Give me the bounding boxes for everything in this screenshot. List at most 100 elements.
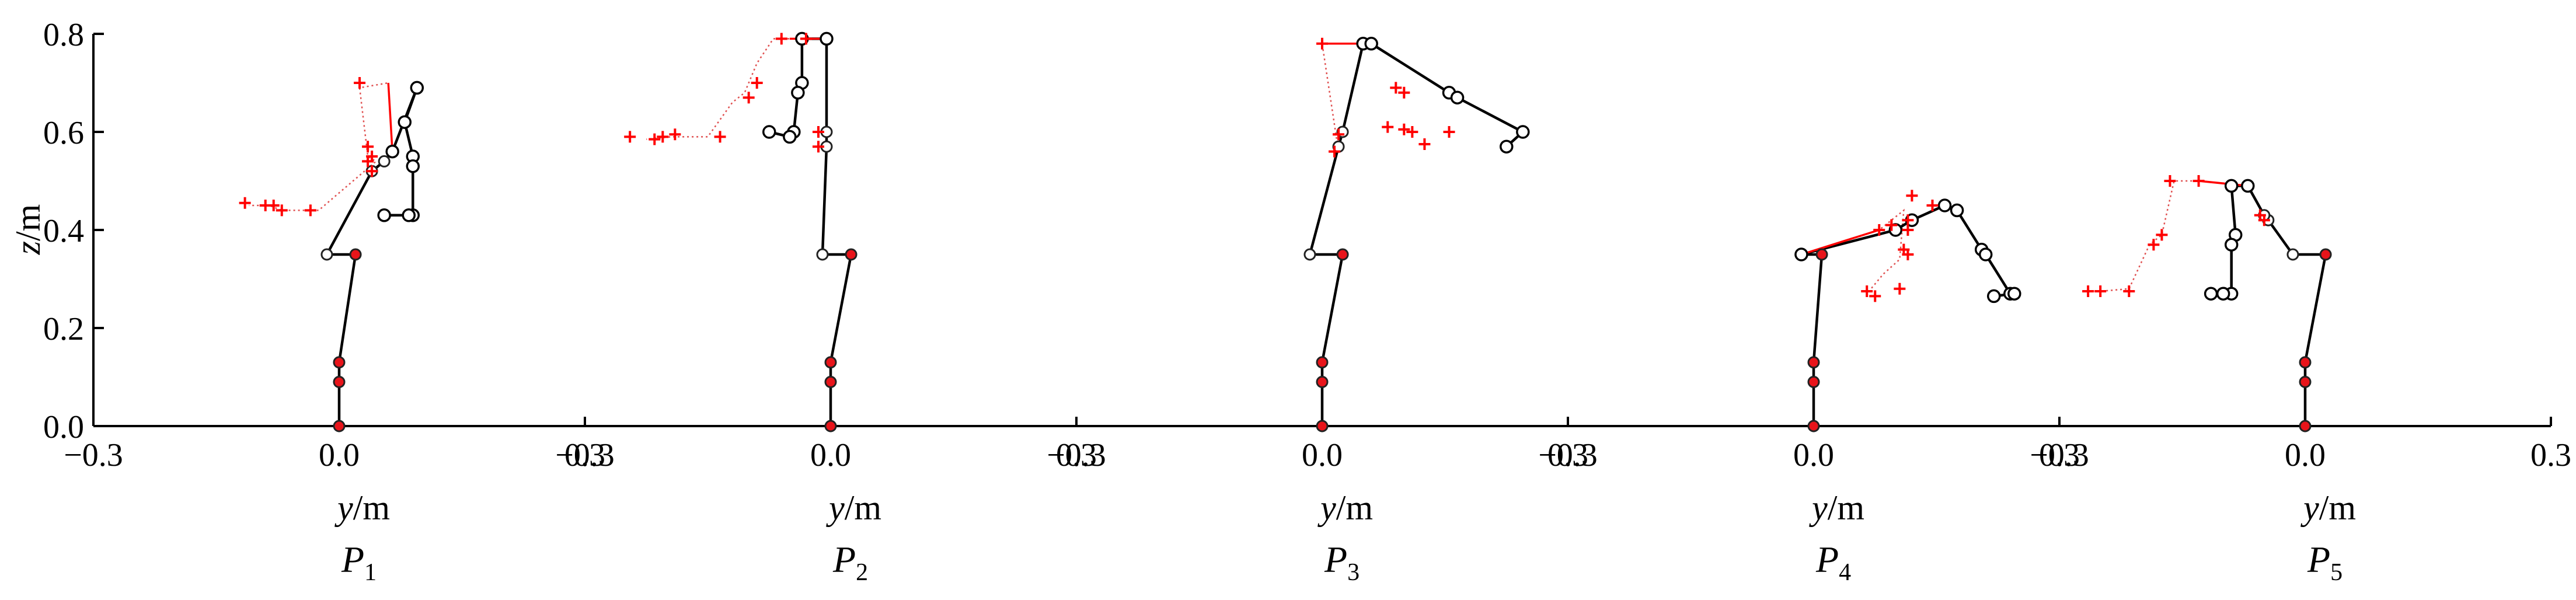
skeleton-joint (2299, 356, 2312, 369)
x-tick-label: 0.3 (2530, 437, 2571, 473)
x-axis-label-var: y (1808, 489, 1828, 527)
measured-marker (2156, 229, 2168, 241)
model-joint (1500, 139, 1514, 154)
skeleton-joint (1316, 356, 1329, 369)
panel-2: −0.3 0.0 0.3 y/m P2 (555, 32, 1097, 586)
skeleton-joint (1807, 375, 1820, 388)
y-axis-label-unit: /m (9, 204, 47, 241)
y-ticks: 0.0 0.2 0.4 0.6 0.8 (43, 17, 104, 445)
measured-marker (751, 77, 763, 89)
panel-label: P1 (341, 539, 377, 586)
measured-marker (2148, 239, 2160, 251)
panel-5: −0.3 0.0 0.3 y/m P5 (2030, 175, 2571, 586)
model-joint (762, 125, 776, 139)
panel-label-letter: P (341, 539, 364, 580)
skeleton-lower-line (1308, 43, 1365, 426)
panel-label-letter: P (2307, 539, 2330, 580)
panel-label-letter: P (1815, 539, 1839, 580)
model-joint (783, 130, 797, 144)
skeleton-joint (333, 420, 346, 432)
panel-1: −0.3 0.0 0.3 y/m P1 (64, 77, 605, 586)
y-axis-label-var: z (9, 241, 47, 255)
x-tick-label: −0.3 (1047, 437, 1106, 473)
panel-label-subscript: 2 (856, 559, 868, 586)
skeleton-joint (1807, 420, 1820, 432)
skeleton-joint (824, 420, 837, 432)
x-tick-label: 0.0 (1793, 437, 1834, 473)
skeleton-joint (845, 248, 857, 261)
skeleton-joint (2319, 248, 2332, 261)
model-joint (2216, 287, 2230, 301)
model-joint (1950, 203, 1964, 218)
model-joint (398, 115, 412, 129)
measured-marker (1894, 282, 1906, 295)
measured-marker (1418, 138, 1431, 150)
measured-marker (1316, 37, 1328, 50)
model-joint (402, 208, 416, 222)
x-tick-label: 0.0 (810, 437, 851, 473)
skeleton-lower-line (1801, 253, 1824, 426)
x-tick-label: 0.3 (1056, 437, 1097, 473)
measured-marker (362, 141, 374, 153)
skeleton-joint (2286, 248, 2299, 261)
x-axis-label: y/m (334, 489, 390, 527)
model-joint (385, 144, 399, 159)
x-axis-label-var: y (1317, 489, 1336, 527)
x-tick-label: 0.0 (1302, 437, 1343, 473)
measured-marker (2094, 285, 2107, 297)
x-axis-label-var: y (825, 489, 845, 527)
model-joint (1937, 198, 1952, 212)
measured-marker (276, 204, 288, 217)
y-tick-label: 0.6 (43, 115, 84, 151)
measured-marker (2192, 175, 2205, 187)
y-tick-label: 0.4 (43, 213, 84, 249)
measured-marker (354, 77, 366, 89)
model-joint (377, 208, 391, 222)
measured-link (1801, 229, 1880, 256)
panel-4: −0.3 0.0 0.3 y/m P4 (1538, 190, 2080, 586)
model-joint (1364, 37, 1378, 51)
skeleton-joint (1807, 356, 1820, 369)
x-axis-label: y/m (1808, 489, 1864, 527)
skeleton-joint (1316, 375, 1329, 388)
measured-marker (624, 131, 636, 143)
measured-marker (1329, 145, 1341, 158)
measured-marker (775, 33, 787, 45)
skeleton-joint (2299, 375, 2312, 388)
measured-marker (1443, 126, 1455, 138)
measured-marker (304, 204, 316, 217)
panel-label-letter: P (1324, 539, 1347, 580)
measured-marker (812, 126, 824, 138)
skeleton-joint (378, 155, 391, 168)
y-tick-label: 0.8 (43, 17, 84, 53)
measured-marker (2164, 175, 2176, 187)
skeleton-joint (1336, 248, 1349, 261)
measured-marker (1869, 290, 1881, 302)
model-joint (2241, 179, 2255, 193)
x-axis-label: y/m (1317, 489, 1373, 527)
measured-marker (259, 200, 271, 211)
x-tick-label: 0.0 (319, 437, 360, 473)
y-tick-label: 0.0 (43, 409, 84, 445)
model-joint (2204, 287, 2218, 301)
panel-label-letter: P (832, 539, 856, 580)
panel-label: P3 (1324, 539, 1360, 586)
measured-marker (2123, 285, 2135, 297)
skeleton-joint (2299, 420, 2312, 432)
measured-trace (2088, 180, 2248, 292)
x-axis-label: y/m (2300, 489, 2356, 527)
measured-marker (366, 165, 378, 177)
skeleton-lower-line (2246, 185, 2327, 426)
skeleton-joint (824, 375, 837, 388)
measured-marker (1906, 190, 1918, 202)
model-joint (791, 86, 805, 100)
model-joint (820, 32, 834, 46)
model-joint (1978, 247, 1993, 261)
measured-marker (812, 141, 824, 153)
panel-label-subscript: 1 (364, 559, 377, 586)
panel-label-subscript: 3 (1347, 559, 1360, 586)
skeleton-joint (333, 356, 346, 369)
model-joint (1516, 125, 1530, 139)
y-axis: 0.0 0.2 0.4 0.6 0.8 z/m (9, 17, 104, 445)
